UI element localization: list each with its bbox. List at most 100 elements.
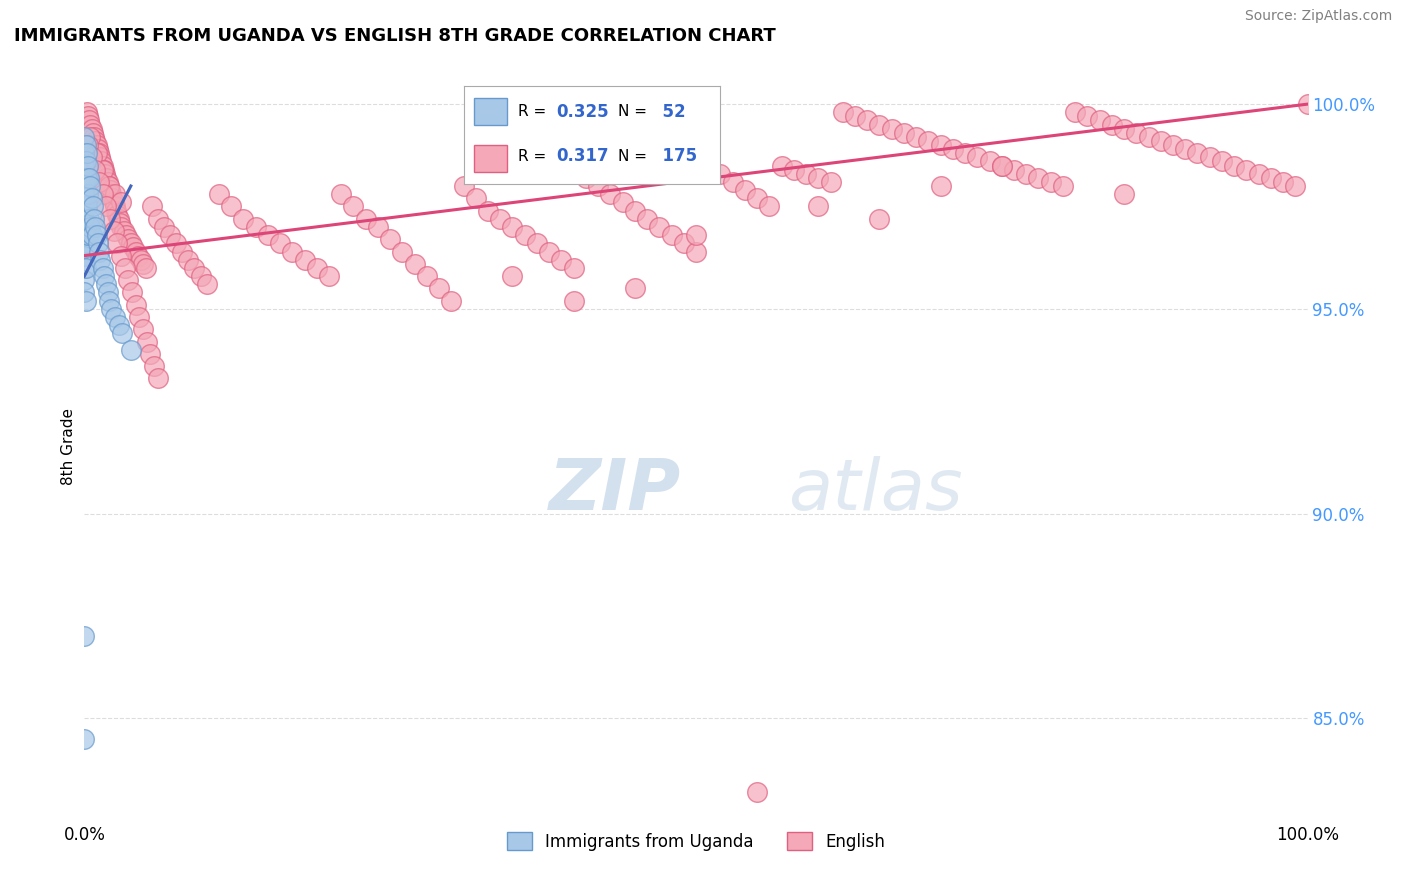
Point [294, 252, 316, 267]
Point [586, 179, 609, 194]
Point [100, 301, 122, 316]
Point [111, 326, 134, 341]
Point [1247, 167, 1270, 181]
Point [91, 260, 114, 275]
Point [105, 236, 128, 251]
Point [80, 150, 103, 164]
Point [636, 211, 658, 226]
Point [132, 322, 155, 336]
Point [953, 146, 976, 161]
Point [1114, 121, 1136, 136]
Point [208, 187, 231, 202]
Point [96, 170, 118, 185]
Point [80, 121, 103, 136]
Point [1198, 150, 1220, 164]
Point [135, 334, 157, 349]
Point [93, 162, 115, 177]
Point [73, 629, 96, 643]
Point [942, 142, 965, 156]
Point [697, 159, 720, 173]
Point [129, 252, 152, 267]
Point [929, 179, 952, 194]
Text: atlas: atlas [787, 457, 962, 525]
Point [747, 191, 769, 205]
Point [831, 105, 853, 120]
Point [1223, 159, 1246, 173]
Point [1002, 162, 1025, 177]
Point [758, 199, 780, 213]
Point [135, 260, 157, 275]
Point [76, 105, 98, 120]
Point [734, 183, 756, 197]
Point [281, 244, 304, 259]
Point [1088, 113, 1111, 128]
Point [1296, 97, 1319, 112]
Point [1039, 175, 1062, 189]
Point [562, 293, 585, 308]
Point [114, 260, 136, 275]
Point [599, 187, 621, 202]
Point [128, 310, 150, 324]
Point [672, 236, 695, 251]
Point [73, 211, 96, 226]
Point [84, 162, 107, 177]
Point [97, 179, 120, 194]
Point [153, 219, 176, 234]
Point [1260, 170, 1282, 185]
Point [257, 228, 280, 243]
Point [87, 146, 110, 161]
Point [79, 118, 101, 132]
Point [440, 293, 463, 308]
Point [79, 179, 101, 194]
Point [318, 269, 340, 284]
Point [73, 249, 96, 263]
Point [117, 273, 139, 287]
Point [73, 129, 96, 144]
Point [104, 199, 127, 213]
Point [77, 187, 100, 202]
Point [98, 183, 121, 197]
Point [122, 240, 145, 254]
Point [807, 170, 830, 185]
Point [464, 191, 486, 205]
Point [526, 236, 548, 251]
Point [1125, 126, 1147, 140]
Point [575, 170, 598, 185]
Point [73, 199, 96, 213]
Point [513, 228, 536, 243]
Point [1137, 129, 1160, 144]
Point [177, 252, 200, 267]
Point [146, 211, 169, 226]
Point [416, 269, 439, 284]
Point [367, 219, 389, 234]
Point [269, 236, 291, 251]
Point [100, 187, 122, 202]
Point [75, 138, 97, 153]
Point [1150, 134, 1173, 148]
Point [477, 203, 499, 218]
Point [121, 285, 143, 300]
Point [103, 195, 125, 210]
Point [84, 134, 107, 148]
Point [83, 129, 105, 144]
Point [77, 211, 100, 226]
Point [87, 236, 110, 251]
Point [380, 232, 402, 246]
Point [73, 273, 96, 287]
Point [97, 175, 120, 189]
Point [91, 187, 114, 202]
Point [90, 154, 112, 169]
Point [820, 175, 842, 189]
Point [73, 170, 96, 185]
Point [97, 285, 120, 300]
Text: ZIP: ZIP [550, 457, 682, 525]
Point [75, 293, 97, 308]
Point [1076, 109, 1098, 123]
Point [112, 224, 135, 238]
Point [101, 191, 124, 205]
Point [856, 113, 879, 128]
Point [893, 126, 915, 140]
Point [77, 113, 100, 128]
Point [1187, 146, 1209, 161]
Point [75, 170, 97, 185]
